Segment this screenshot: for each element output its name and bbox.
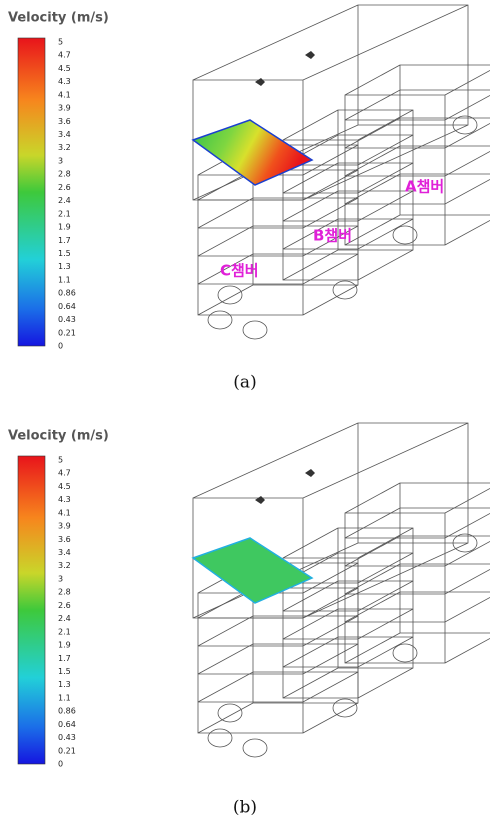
legend-label: 3.4	[58, 548, 71, 557]
colorbar	[18, 456, 45, 764]
legend-label: 2.4	[58, 614, 71, 623]
duct	[218, 704, 242, 722]
colorbar	[18, 38, 45, 346]
chamber-label: B챔버	[313, 227, 352, 245]
legend-label: 1.3	[58, 680, 71, 689]
legend-label: 4.5	[58, 64, 71, 73]
legend-label: 4.1	[58, 508, 71, 517]
duct	[333, 699, 357, 717]
legend-label: 0.86	[58, 707, 76, 716]
legend-label: 1.3	[58, 262, 71, 271]
legend-title: Velocity (m/s)	[8, 429, 109, 444]
legend-label: 4.3	[58, 77, 71, 86]
duct	[218, 286, 242, 304]
legend-label: 4.7	[58, 51, 71, 60]
legend-label: 0.86	[58, 289, 76, 298]
shelf	[198, 198, 358, 228]
legend-label: 5	[58, 38, 63, 47]
duct	[243, 321, 267, 339]
legend-label: 0.21	[58, 746, 76, 755]
shelf	[283, 637, 413, 667]
legend-label: 1.7	[58, 236, 71, 245]
wireframe	[283, 528, 413, 698]
legend-label: 2.1	[58, 627, 71, 636]
duct	[333, 281, 357, 299]
legend-label: 0	[58, 760, 63, 769]
nozzle	[255, 51, 315, 86]
legend-label: 0.64	[58, 302, 76, 311]
shelf	[283, 609, 413, 639]
duct	[208, 311, 232, 329]
caption: (b)	[233, 798, 257, 818]
legend-label: 0	[58, 342, 63, 351]
shelf	[345, 564, 490, 594]
chamber-label: C챔버	[220, 262, 259, 280]
legend-label: 2.6	[58, 183, 71, 192]
caption: (a)	[233, 373, 256, 393]
legend-label: 3.9	[58, 104, 71, 113]
legend-label: 1.7	[58, 654, 71, 663]
duct	[208, 729, 232, 747]
chamber-label: A챔버	[405, 178, 444, 196]
legend-label: 0.21	[58, 328, 76, 337]
legend-label: 1.5	[58, 249, 71, 258]
legend-label: 1.9	[58, 641, 71, 650]
panel-a: Velocity (m/s) 5 4.7 4.5 4.3 4.1 3.9 3.6 3.4 3.2 3…	[8, 5, 490, 393]
legend-label: 1.9	[58, 223, 71, 232]
legend-label: 5	[58, 456, 63, 465]
legend-label: 0.43	[58, 733, 76, 742]
wireframe	[283, 110, 413, 280]
shelf	[198, 644, 358, 674]
legend-label: 3.2	[58, 561, 71, 570]
legend-label: 1.5	[58, 667, 71, 676]
legend-label: 3.6	[58, 535, 71, 544]
legend-title: Velocity (m/s)	[8, 11, 109, 26]
shelf	[198, 616, 358, 646]
panel-b: Velocity (m/s) 5 4.7 4.5 4.3 4.1 3.9 3.6 3.4 3.2 3…	[8, 423, 490, 818]
legend-label: 4.3	[58, 495, 71, 504]
shelf	[198, 672, 358, 702]
legend-label: 3.2	[58, 143, 71, 152]
shelf	[283, 191, 413, 221]
shelf	[345, 592, 490, 622]
legend-label: 0.64	[58, 720, 76, 729]
shelf	[345, 146, 490, 176]
legend-label: 4.1	[58, 90, 71, 99]
nozzle	[255, 469, 315, 504]
legend-label: 3.4	[58, 130, 71, 139]
duct	[243, 739, 267, 757]
legend-label: 0.43	[58, 315, 76, 324]
legend-label: 4.5	[58, 482, 71, 491]
legend-label: 2.8	[58, 588, 71, 597]
legend-label: 3.9	[58, 522, 71, 531]
legend-label: 2.4	[58, 196, 71, 205]
legend-label: 3	[58, 156, 63, 165]
legend-label: 1.1	[58, 275, 71, 284]
figure: Velocity (m/s) 5 4.7 4.5 4.3 4.1 3.9 3.6 3.4 3.2 3…	[0, 0, 490, 826]
legend-label: 2.6	[58, 601, 71, 610]
legend-label: 4.7	[58, 469, 71, 478]
legend-label: 1.1	[58, 693, 71, 702]
legend-label: 3.6	[58, 117, 71, 126]
legend-label: 3	[58, 574, 63, 583]
legend-label: 2.8	[58, 170, 71, 179]
legend-label: 2.1	[58, 209, 71, 218]
